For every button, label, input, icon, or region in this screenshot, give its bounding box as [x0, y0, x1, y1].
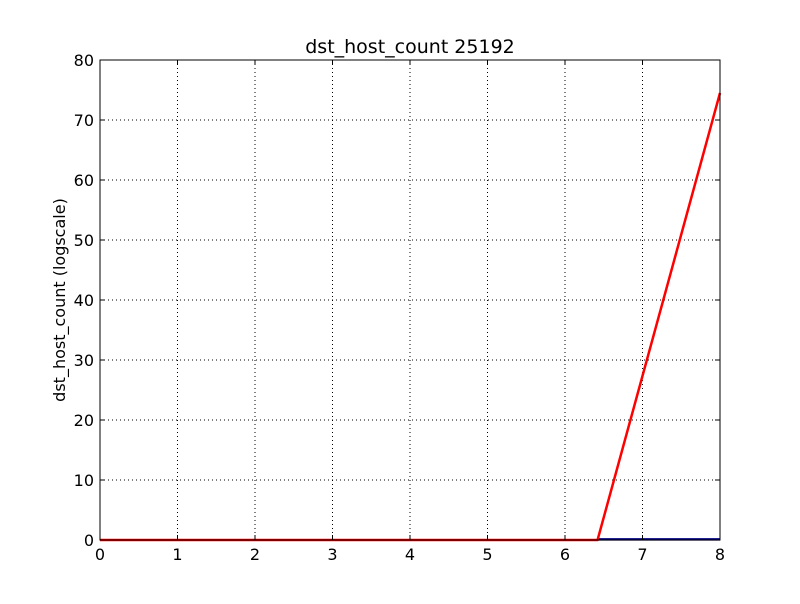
y-tick-label: 60: [74, 171, 94, 190]
x-tick-label: 6: [560, 545, 570, 564]
y-tick-label: 70: [74, 111, 94, 130]
y-tick-label: 30: [74, 351, 94, 370]
y-tick-label: 40: [74, 291, 94, 310]
x-tick-label: 8: [715, 545, 725, 564]
y-tick-label: 80: [74, 51, 94, 70]
grid: [99, 59, 721, 541]
y-tick-label: 10: [74, 471, 94, 490]
x-tick-label: 2: [250, 545, 260, 564]
x-tick-label: 1: [172, 545, 182, 564]
x-tick-label: 5: [482, 545, 492, 564]
x-tick-label: 4: [405, 545, 415, 564]
x-tick-label: 0: [95, 545, 105, 564]
y-tick-label: 20: [74, 411, 94, 430]
x-tick-label: 3: [327, 545, 337, 564]
y-axis-label: dst_host_count (logscale): [50, 198, 70, 402]
y-tick-label: 50: [74, 231, 94, 250]
x-tick-label: 7: [637, 545, 647, 564]
y-tick-label: 0: [84, 531, 94, 550]
chart-title: dst_host_count 25192: [305, 36, 515, 58]
